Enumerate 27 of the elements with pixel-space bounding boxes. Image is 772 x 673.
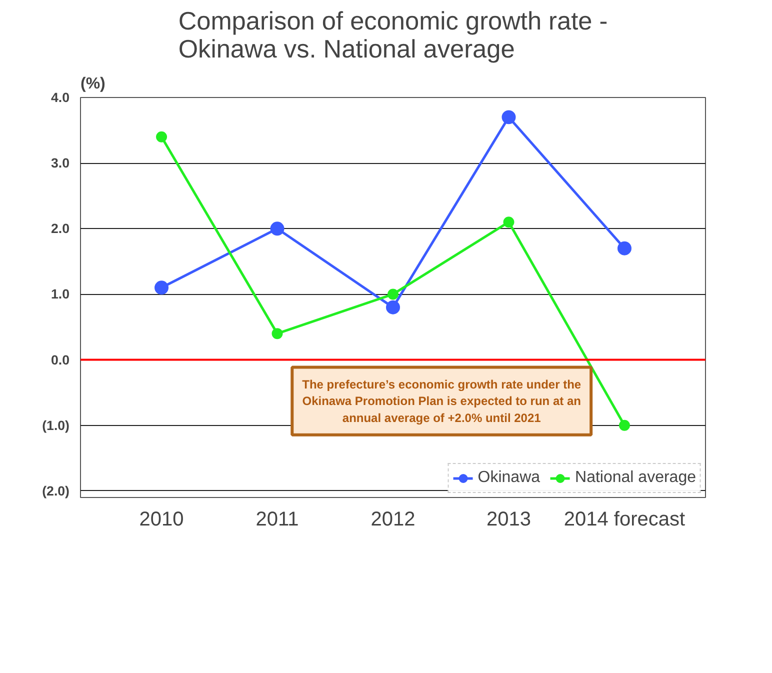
point (270, 222, 284, 236)
point (618, 420, 630, 431)
chart-title: Comparison of economic growth rate - Okinawa vs. National average (178, 8, 608, 64)
point (156, 131, 168, 142)
y-axis-title: (%) (80, 76, 106, 92)
x-tick-label: 2012 (370, 508, 416, 530)
y-tick-label: 0.0 (50, 352, 70, 368)
point (617, 241, 632, 256)
point (272, 328, 283, 340)
x-tick-label: 2013 (486, 508, 531, 530)
y-tick-label: (2.0) (42, 483, 70, 498)
y-tick-label: 2.0 (50, 221, 70, 236)
x-tick-label: 2010 (139, 508, 184, 530)
point (386, 300, 400, 314)
y-tick-label: 3.0 (50, 156, 70, 171)
legend-label: Okinawa (478, 469, 540, 487)
legend-label: National average (575, 469, 696, 487)
x-tick-label: 2014 forecast (564, 508, 686, 530)
point (154, 280, 169, 295)
point (503, 216, 514, 228)
y-tick-label: 1.0 (50, 286, 70, 302)
y-tick-label: (1.0) (42, 418, 70, 433)
point (502, 110, 516, 124)
annotation: The prefecture’s economic growth rate under the Okinawa Promotion Plan is expected to run at an annual average of +2.0% until 2021 (302, 377, 582, 425)
y-tick-label: 4.0 (50, 90, 70, 105)
point (388, 288, 398, 300)
x-tick-label: 2011 (256, 508, 299, 530)
